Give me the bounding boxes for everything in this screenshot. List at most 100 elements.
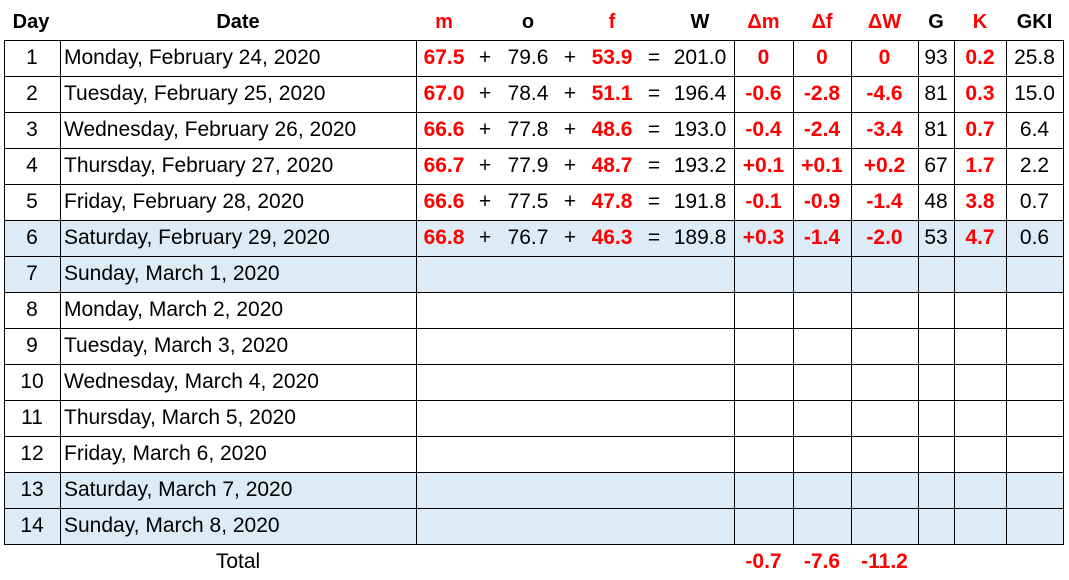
header-gki: GKI	[1016, 11, 1053, 33]
plus-sign: +	[478, 226, 492, 249]
grid-line	[4, 40, 5, 545]
plus-sign: +	[478, 82, 492, 105]
delta-m-cell: -0.4	[745, 118, 782, 141]
day-cell: 8	[26, 298, 38, 321]
day-cell: 13	[20, 478, 44, 501]
o-cell: 77.8	[507, 118, 549, 141]
day-cell: 6	[26, 226, 38, 249]
delta-f-cell: -2.4	[803, 118, 841, 141]
w-cell: 193.0	[673, 118, 727, 141]
total-delta-f: -7.6	[803, 550, 841, 573]
day-cell: 14	[20, 514, 44, 537]
grid-line	[1063, 40, 1064, 545]
grid-line	[4, 436, 1064, 437]
grid-line	[4, 328, 1064, 329]
plus-sign: +	[563, 154, 577, 177]
g-cell: 93	[924, 46, 948, 69]
w-cell: 196.4	[673, 82, 727, 105]
m-cell: 66.7	[423, 154, 465, 177]
plus-sign: +	[563, 46, 577, 69]
date-cell: Friday, February 28, 2020	[64, 190, 305, 213]
grid-line	[4, 472, 1064, 473]
w-cell: 193.2	[673, 154, 727, 177]
delta-m-cell: +0.3	[742, 226, 785, 249]
grid-line	[4, 256, 1064, 257]
grid-line	[4, 76, 1064, 77]
grid-line	[4, 40, 1064, 41]
grid-line	[4, 148, 1064, 149]
gki-cell: 25.8	[1014, 46, 1055, 69]
grid-line	[4, 292, 1064, 293]
plus-sign: +	[478, 118, 492, 141]
w-cell: 189.8	[673, 226, 727, 249]
date-cell: Thursday, February 27, 2020	[64, 154, 334, 177]
delta-f-cell: -1.4	[803, 226, 841, 249]
f-cell: 53.9	[591, 46, 633, 69]
day-cell: 3	[26, 118, 38, 141]
delta-w-cell: +0.2	[863, 154, 906, 177]
m-cell: 66.6	[423, 118, 465, 141]
equals-sign: =	[647, 226, 661, 249]
header-m: m	[435, 11, 453, 33]
g-cell: 48	[924, 190, 948, 213]
f-cell: 51.1	[591, 82, 633, 105]
g-cell: 81	[924, 82, 948, 105]
delta-m-cell: -0.6	[745, 82, 782, 105]
header-delta-w: ΔW	[867, 11, 902, 33]
delta-m-cell: +0.1	[742, 154, 785, 177]
plus-sign: +	[563, 82, 577, 105]
delta-f-cell: 0	[816, 46, 828, 69]
day-cell: 2	[26, 82, 38, 105]
total-delta-w: -11.2	[861, 550, 908, 573]
plus-sign: +	[478, 46, 492, 69]
g-cell: 53	[924, 226, 948, 249]
date-cell: Saturday, February 29, 2020	[64, 226, 330, 249]
grid-line	[4, 544, 1064, 545]
total-label: Total	[215, 550, 261, 573]
m-cell: 66.8	[423, 226, 465, 249]
f-cell: 48.7	[591, 154, 633, 177]
m-cell: 66.6	[423, 190, 465, 213]
grid-line	[4, 184, 1064, 185]
day-cell: 7	[26, 262, 38, 285]
header-day: Day	[12, 11, 50, 33]
day-cell: 10	[20, 370, 44, 393]
delta-f-cell: +0.1	[801, 154, 843, 177]
row-shade	[4, 508, 1063, 544]
delta-w-cell: -3.4	[866, 118, 903, 141]
row-shade	[4, 220, 1063, 256]
gki-cell: 15.0	[1014, 82, 1055, 105]
o-cell: 79.6	[507, 46, 549, 69]
plus-sign: +	[478, 154, 492, 177]
date-cell: Thursday, March 5, 2020	[64, 406, 296, 429]
grid-line	[918, 40, 919, 545]
header-o: o	[521, 11, 535, 33]
date-cell: Sunday, March 8, 2020	[64, 514, 280, 537]
k-cell: 0.3	[965, 82, 995, 105]
delta-m-cell: -0.1	[745, 190, 782, 213]
w-cell: 191.8	[673, 190, 727, 213]
o-cell: 77.5	[507, 190, 549, 213]
k-cell: 1.7	[965, 154, 995, 177]
gki-cell: 0.7	[1019, 190, 1050, 213]
f-cell: 46.3	[591, 226, 633, 249]
equals-sign: =	[647, 154, 661, 177]
k-cell: 0.2	[965, 46, 995, 69]
header-w: W	[690, 11, 710, 33]
grid-line	[793, 40, 794, 545]
equals-sign: =	[647, 190, 661, 213]
plus-sign: +	[563, 190, 577, 213]
header-g: G	[928, 11, 944, 33]
delta-f-cell: -2.8	[803, 82, 841, 105]
o-cell: 77.9	[507, 154, 549, 177]
date-cell: Sunday, March 1, 2020	[64, 262, 280, 285]
grid-line	[4, 220, 1064, 221]
date-cell: Wednesday, February 26, 2020	[64, 118, 357, 141]
row-shade	[4, 472, 1063, 508]
f-cell: 48.6	[591, 118, 633, 141]
equals-sign: =	[647, 82, 661, 105]
plus-sign: +	[478, 190, 492, 213]
m-cell: 67.5	[423, 46, 465, 69]
g-cell: 67	[924, 154, 948, 177]
day-cell: 1	[26, 46, 38, 69]
